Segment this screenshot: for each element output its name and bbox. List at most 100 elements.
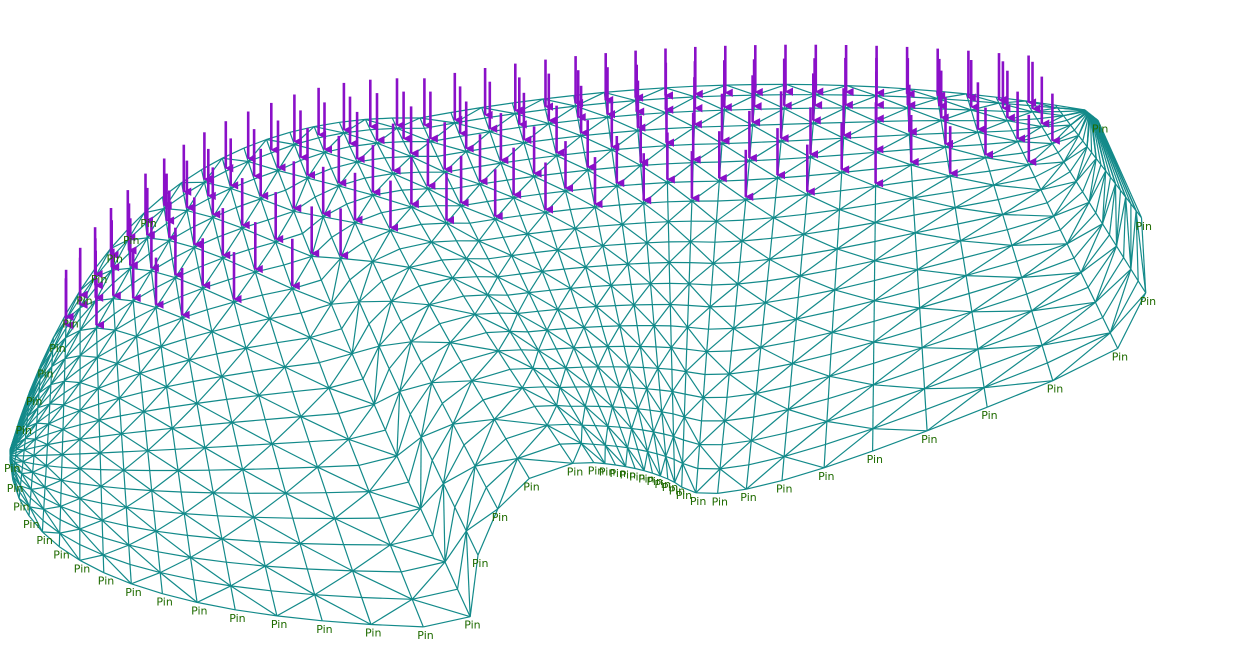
mesh-member <box>1089 113 1090 114</box>
mesh-member <box>243 470 286 494</box>
mesh-member <box>670 305 687 328</box>
mesh-member <box>538 330 547 350</box>
mesh-member <box>874 289 918 301</box>
mesh-member <box>703 398 724 421</box>
mesh-member <box>921 312 972 328</box>
mesh-member <box>490 132 524 143</box>
mesh-member <box>132 271 152 284</box>
mesh-member <box>1131 269 1138 281</box>
mesh-member <box>668 222 669 242</box>
support-label: Pin <box>13 500 29 513</box>
mesh-member <box>99 420 100 436</box>
mesh-member <box>686 372 703 398</box>
mesh-member <box>832 321 874 332</box>
mesh-member <box>647 243 669 263</box>
mesh-member <box>772 218 774 239</box>
mesh-member <box>440 314 475 323</box>
mesh-member <box>429 278 452 305</box>
mesh-member <box>804 229 839 234</box>
mesh-member <box>506 439 518 459</box>
mesh-member <box>873 385 924 389</box>
support-label: Pin <box>981 409 997 422</box>
mesh-member <box>401 322 411 342</box>
mesh-member <box>557 156 588 170</box>
mesh-member <box>613 407 620 427</box>
mesh-member <box>80 343 97 356</box>
mesh-member <box>917 258 963 270</box>
mesh-member <box>424 123 454 128</box>
mesh-member <box>450 333 486 343</box>
support-label: Pin <box>740 491 756 504</box>
mesh-member <box>130 268 131 284</box>
mesh-member <box>37 414 50 423</box>
mesh-member <box>159 327 162 347</box>
mesh-member <box>806 195 808 215</box>
mesh-member <box>538 309 558 311</box>
mesh-member <box>1064 162 1070 172</box>
mesh-member <box>759 348 761 371</box>
mesh-member <box>645 223 647 243</box>
mesh-member <box>113 284 131 298</box>
mesh-member <box>33 466 47 473</box>
support-label: Pin <box>712 495 728 508</box>
mesh-member <box>748 161 750 180</box>
mesh-member <box>549 368 566 369</box>
mesh-member <box>700 421 725 445</box>
mesh-member <box>626 448 628 467</box>
mesh-member <box>33 464 34 473</box>
mesh-member <box>546 210 571 213</box>
mesh-member <box>349 439 397 456</box>
mesh-member <box>377 142 404 144</box>
mesh-member <box>265 566 307 569</box>
mesh-member <box>656 347 671 348</box>
mesh-member <box>222 372 253 377</box>
mesh-member <box>963 258 966 276</box>
mesh-member <box>122 434 123 452</box>
mesh-member <box>629 347 641 368</box>
mesh-member <box>792 341 794 363</box>
mesh-member <box>22 468 23 474</box>
mesh-member <box>1081 273 1088 288</box>
mesh-member <box>50 404 64 405</box>
mesh-member <box>458 531 467 589</box>
mesh-member <box>510 368 533 369</box>
mesh-member <box>464 295 488 296</box>
mesh-member <box>48 445 63 455</box>
mesh-member <box>524 143 529 159</box>
mesh-member <box>1035 177 1041 190</box>
mesh-member <box>673 414 674 437</box>
mesh-member <box>261 190 286 199</box>
mesh-member <box>252 372 259 396</box>
mesh-member <box>152 491 181 492</box>
mesh-member <box>670 284 689 305</box>
mesh-member <box>178 448 205 471</box>
mesh-member <box>876 186 914 198</box>
mesh-member <box>231 566 266 586</box>
support-label: Pin <box>690 495 706 508</box>
mesh-member <box>840 204 876 209</box>
mesh-member <box>529 271 542 292</box>
mesh-member <box>665 88 695 97</box>
mesh-member <box>718 200 746 201</box>
mesh-member <box>137 336 139 354</box>
mesh-member <box>483 400 494 419</box>
mesh-member <box>966 276 1022 278</box>
mesh-member <box>922 312 972 348</box>
mesh-member <box>782 457 784 481</box>
mesh-member <box>479 219 495 241</box>
mesh-member <box>355 223 364 242</box>
mesh-member <box>126 491 151 508</box>
mesh-member <box>672 392 684 418</box>
mesh-member <box>222 539 226 562</box>
mesh-member <box>137 336 162 346</box>
mesh-member <box>129 531 156 545</box>
mesh-member <box>722 125 753 143</box>
mesh-member <box>668 222 690 242</box>
mesh-member <box>538 349 556 350</box>
mesh-member <box>254 171 278 180</box>
mesh-member <box>662 412 673 414</box>
mesh-member <box>644 452 648 471</box>
mesh-member <box>605 445 625 466</box>
mesh-member <box>450 343 461 362</box>
